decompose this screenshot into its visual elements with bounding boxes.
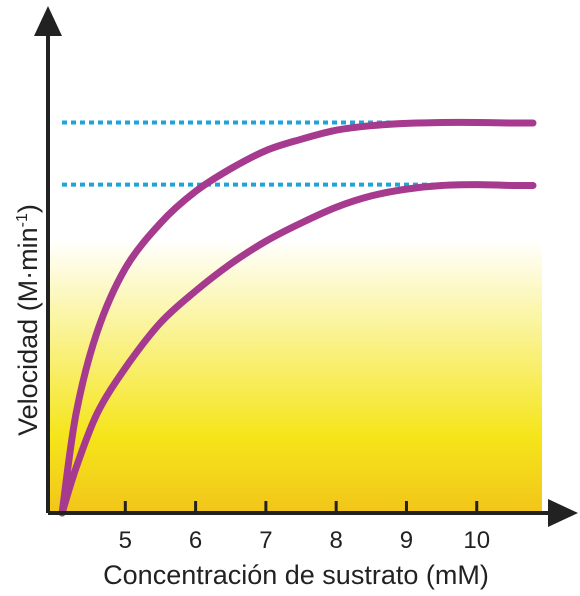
x-ticks: 5 6 7 8 9 10 bbox=[119, 501, 490, 554]
x-tick-label: 7 bbox=[259, 527, 272, 554]
x-tick-label: 10 bbox=[463, 527, 490, 554]
x-axis-label: Concentración de sustrato (mM) bbox=[103, 560, 489, 590]
x-tick-label: 6 bbox=[189, 527, 202, 554]
x-axis bbox=[48, 499, 578, 527]
y-axis bbox=[34, 6, 62, 513]
y-axis-label-main: Velocidad (M·min bbox=[13, 227, 43, 436]
plot-background bbox=[48, 240, 542, 513]
x-axis-arrow-icon bbox=[548, 499, 578, 527]
y-axis-label-superscript: -1 bbox=[14, 213, 31, 227]
series-line-2 bbox=[58, 181, 537, 517]
x-tick-label: 8 bbox=[329, 527, 342, 554]
x-tick-label: 5 bbox=[119, 527, 132, 554]
x-tick-label: 9 bbox=[400, 527, 413, 554]
y-axis-label: Velocidad (M·min-1) bbox=[13, 204, 43, 436]
y-axis-label-close: ) bbox=[13, 204, 43, 213]
series-layer bbox=[58, 118, 537, 517]
series-line-1 bbox=[58, 118, 537, 517]
y-axis-arrow-icon bbox=[34, 6, 62, 36]
reference-lines bbox=[62, 120, 530, 187]
